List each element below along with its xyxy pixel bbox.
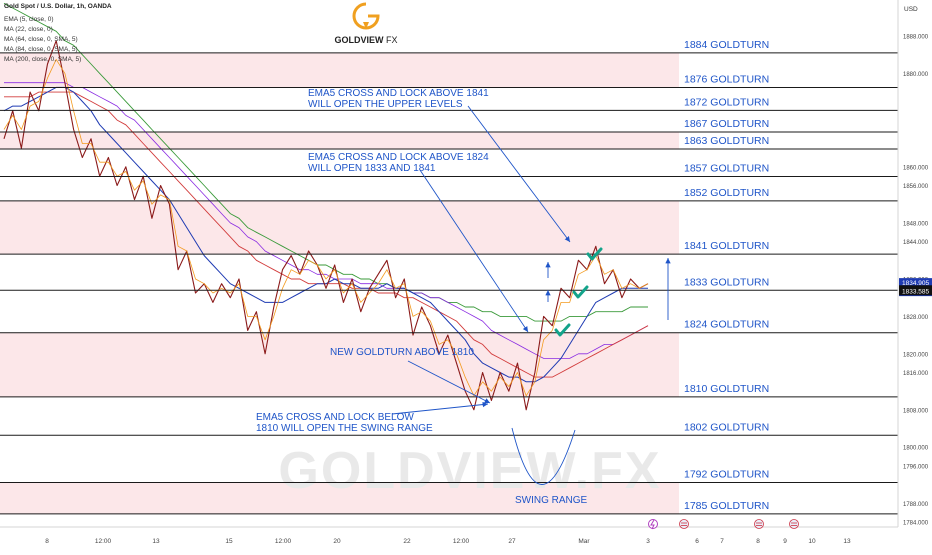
arrow-1833-1841	[419, 169, 529, 333]
x-tick-3: 15	[225, 538, 233, 545]
annotation-4-line1: SWING RANGE	[515, 495, 588, 506]
y-tick-3: 1796.000	[903, 464, 929, 470]
us-flag-icon-0[interactable]	[679, 519, 689, 529]
indicator-ema5[interactable]: EMA (5, close, 0)	[4, 16, 54, 23]
symbol-title: Gold Spot / U.S. Dollar, 1h, OANDA	[4, 3, 112, 10]
price-axis-bg	[898, 0, 932, 550]
y-tick-8: 1816.000	[903, 371, 929, 377]
x-tick-15: 10	[808, 538, 816, 545]
x-tick-5: 20	[333, 538, 341, 545]
indicator-ma84[interactable]: MA (84, close, 0, SMA, 5)	[4, 46, 78, 53]
goldview-logo: GOLDVIEW FX	[330, 2, 402, 52]
arrow-upper-levels	[467, 105, 571, 243]
us-flag-icon-1[interactable]	[754, 519, 764, 529]
x-tick-6: 22	[403, 538, 411, 545]
zone-band-0	[0, 52, 679, 88]
level-label-1: 1876 GOLDTURN	[684, 73, 769, 85]
y-tick-0: 1784.000	[903, 521, 929, 527]
x-tick-13: 8	[756, 538, 760, 545]
level-label-12: 1792 GOLDTURN	[684, 468, 769, 480]
check-mark-3	[586, 247, 603, 261]
event-lightning-glyph	[650, 519, 655, 530]
swing-range-curve	[511, 427, 576, 485]
y-tick-18: 1856.000	[903, 184, 929, 190]
x-tick-2: 13	[152, 538, 160, 545]
level-label-0: 1884 GOLDTURN	[684, 39, 769, 51]
level-label-4: 1863 GOLDTURN	[684, 135, 769, 147]
annotation-1-line1: EMA5 CROSS AND LOCK ABOVE 1824	[308, 152, 489, 163]
y-tick-15: 1844.000	[903, 240, 929, 246]
check-mark-1	[554, 323, 571, 337]
zone-band-4	[0, 482, 679, 514]
level-label-6: 1852 GOLDTURN	[684, 187, 769, 199]
y-tick-9: 1820.000	[903, 352, 929, 358]
annotation-3-line1: EMA5 CROSS AND LOCK BELOW	[256, 412, 414, 423]
y-tick-16: 1848.000	[903, 221, 929, 227]
logo-name: GOLDVIEW	[334, 35, 384, 45]
watermark: GOLDVIEW.FX	[278, 442, 661, 500]
time-axis-bg	[0, 527, 932, 550]
annotation-1-line2: WILL OPEN 1833 AND 1841	[308, 163, 436, 174]
zone-band-2	[0, 200, 679, 255]
y-tick-4: 1800.000	[903, 446, 929, 452]
annotation-3-line2: 1810 WILL OPEN THE SWING RANGE	[256, 423, 433, 434]
current-price-tag: 1834.905	[902, 280, 929, 287]
arrow-new-goldturn	[407, 360, 491, 404]
x-tick-9: Mar	[578, 538, 590, 545]
y-tick-6: 1808.000	[903, 408, 929, 414]
y-tick-26: 1888.000	[903, 35, 929, 41]
level-label-10: 1810 GOLDTURN	[684, 383, 769, 395]
check-mark-2	[572, 285, 589, 299]
y-tick-24: 1880.000	[903, 72, 929, 78]
x-tick-7: 12:00	[453, 538, 470, 545]
indicator-ma64[interactable]: MA (64, close, 0, SMA, 5)	[4, 36, 78, 43]
indicator-ma22[interactable]: MA (22, close, 0)	[4, 26, 53, 33]
arrow-swing-range	[391, 401, 489, 415]
us-flag-icon-2[interactable]	[789, 519, 799, 529]
ma22-line	[3, 86, 648, 383]
level-label-7: 1841 GOLDTURN	[684, 240, 769, 252]
x-tick-16: 13	[843, 538, 851, 545]
x-tick-8: 27	[508, 538, 516, 545]
indicator-ma200[interactable]: MA (200, close, 0, SMA, 5)	[4, 56, 82, 63]
level-label-8: 1833 GOLDTURN	[684, 276, 769, 288]
x-tick-10: 3	[646, 538, 650, 545]
ma200-line	[3, 2, 648, 322]
x-tick-4: 12:00	[275, 538, 292, 545]
level-label-9: 1824 GOLDTURN	[684, 319, 769, 331]
x-tick-12: 7	[720, 538, 724, 545]
price-tag-1833-front	[899, 285, 932, 296]
annotation-2-line1: NEW GOLDTURN ABOVE 1810	[330, 347, 474, 358]
logo-suffix: FX	[386, 35, 398, 45]
ma84-line	[4, 82, 649, 359]
level-label-5: 1857 GOLDTURN	[684, 163, 769, 175]
annotation-0-line1: EMA5 CROSS AND LOCK ABOVE 1841	[308, 88, 489, 99]
x-tick-1: 12:00	[95, 538, 112, 545]
y-tick-11: 1828.000	[903, 315, 929, 321]
x-tick-11: 6	[695, 538, 699, 545]
ema5-line	[3, 59, 649, 397]
x-tick-14: 9	[783, 538, 787, 545]
y-tick-1: 1788.000	[903, 502, 929, 508]
x-tick-0: 8	[45, 538, 49, 545]
price-tag-1833-text: 1833.585	[902, 288, 929, 295]
level-label-3: 1867 GOLDTURN	[684, 118, 769, 130]
goldview-logo-icon	[352, 2, 380, 30]
level-label-11: 1802 GOLDTURN	[684, 421, 769, 433]
y-tick-19: 1860.000	[903, 165, 929, 171]
currency-label: USD	[904, 6, 918, 13]
event-lightning-icon[interactable]	[648, 519, 658, 529]
level-label-13: 1785 GOLDTURN	[684, 500, 769, 512]
level-label-2: 1872 GOLDTURN	[684, 96, 769, 108]
annotation-0-line2: WILL OPEN THE UPPER LEVELS	[308, 99, 463, 110]
zone-band-3	[0, 332, 679, 397]
zone-band-1	[0, 131, 679, 150]
